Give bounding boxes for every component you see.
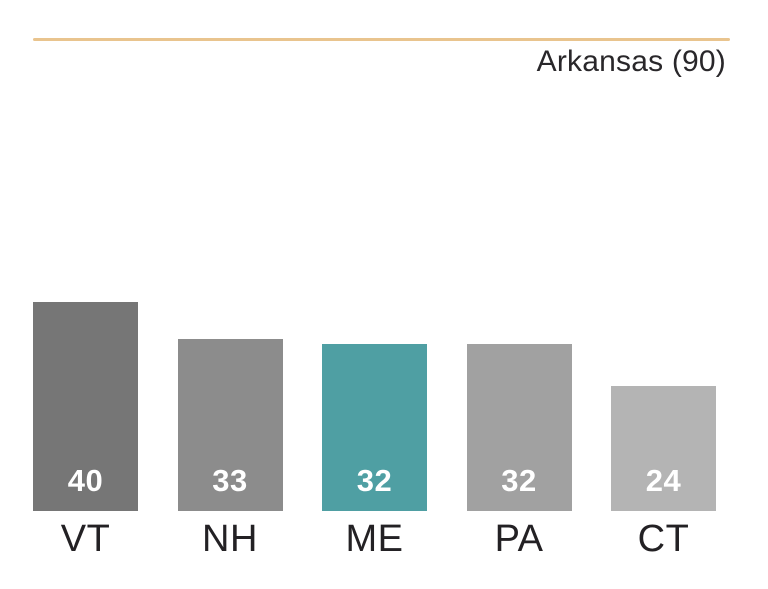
top-rule <box>33 38 730 41</box>
bar: 32 <box>322 344 427 511</box>
bar-column: 32 PA <box>466 344 572 561</box>
bar-column: 32 ME <box>322 344 427 561</box>
bar-column: 24 CT <box>611 386 716 561</box>
bar: 33 <box>177 339 283 511</box>
bar-value-label: 24 <box>645 463 682 498</box>
bar-value-label: 40 <box>67 463 104 498</box>
bar-value-label: 33 <box>212 463 248 498</box>
bar: 24 <box>611 386 716 511</box>
bar-category-label: NH <box>202 518 258 560</box>
bar-category-label: VT <box>60 518 111 560</box>
bars-row: 40 VT 33 NH 32 ME 32 PA 24 CT <box>33 0 716 561</box>
bar-chart: 40 VT 33 NH 32 ME 32 PA 24 CT <box>33 0 716 561</box>
bar-value-label: 32 <box>501 463 537 498</box>
bar-category-label: CT <box>637 518 690 560</box>
bar: 32 <box>466 344 572 511</box>
bar: 40 <box>33 302 138 511</box>
bar-category-label: ME <box>345 518 404 560</box>
bar-category-label: PA <box>494 518 544 560</box>
bar-value-label: 32 <box>356 463 393 498</box>
chart-title: Arkansas (90) <box>536 45 726 78</box>
bar-column: 40 VT <box>33 302 138 561</box>
bar-column: 33 NH <box>177 339 283 561</box>
